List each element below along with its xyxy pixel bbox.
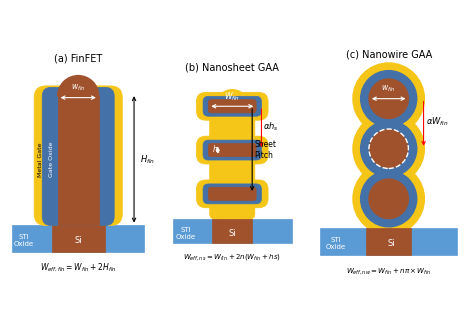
- Circle shape: [369, 179, 409, 218]
- Bar: [52, 225, 105, 252]
- Circle shape: [352, 112, 425, 185]
- Bar: [173, 219, 292, 243]
- Text: $W_{eff,ns} = W_{fin} + 2n(W_{fin} + hs)$: $W_{eff,ns} = W_{fin} + 2n(W_{fin} + hs)…: [183, 252, 281, 262]
- FancyBboxPatch shape: [203, 184, 262, 204]
- Bar: [12, 225, 144, 252]
- Title: (b) Nanosheet GAA: (b) Nanosheet GAA: [185, 62, 279, 72]
- Text: Metal Gate: Metal Gate: [38, 142, 43, 177]
- Circle shape: [215, 133, 249, 167]
- Text: STI
Oxide: STI Oxide: [14, 234, 34, 247]
- Text: STI
Oxide: STI Oxide: [326, 237, 346, 250]
- Text: $h_s$: $h_s$: [212, 144, 222, 156]
- FancyBboxPatch shape: [196, 92, 268, 120]
- FancyBboxPatch shape: [42, 87, 114, 225]
- Circle shape: [215, 89, 249, 124]
- Text: $\alpha W_{fin}$: $\alpha W_{fin}$: [426, 116, 449, 128]
- FancyBboxPatch shape: [203, 140, 262, 160]
- Circle shape: [352, 162, 425, 235]
- Title: (c) Nanowire GAA: (c) Nanowire GAA: [346, 50, 432, 60]
- Text: Gate Oxide: Gate Oxide: [49, 142, 54, 177]
- Text: $w_{fin}$: $w_{fin}$: [382, 84, 396, 94]
- FancyBboxPatch shape: [209, 143, 256, 157]
- Circle shape: [215, 177, 249, 211]
- Circle shape: [369, 129, 409, 168]
- Circle shape: [369, 79, 409, 119]
- FancyBboxPatch shape: [209, 100, 256, 113]
- Bar: [366, 228, 411, 255]
- Text: $w_{fin}$: $w_{fin}$: [71, 83, 85, 93]
- Circle shape: [361, 171, 417, 227]
- Circle shape: [361, 71, 417, 127]
- Text: $W_{eff,fin} = W_{fin} + 2H_{fin}$: $W_{eff,fin} = W_{fin} + 2H_{fin}$: [40, 262, 117, 275]
- FancyBboxPatch shape: [366, 84, 411, 228]
- FancyBboxPatch shape: [209, 187, 256, 201]
- Wedge shape: [58, 76, 99, 96]
- Text: $W_{fin}$: $W_{fin}$: [224, 90, 240, 103]
- Text: $H_{fin}$: $H_{fin}$: [140, 153, 155, 166]
- Text: Si: Si: [388, 239, 395, 248]
- Text: STI
Oxide: STI Oxide: [176, 226, 196, 239]
- Text: Sheet
Pitch: Sheet Pitch: [254, 140, 276, 160]
- Bar: [320, 228, 457, 255]
- Text: Si: Si: [228, 228, 236, 237]
- FancyBboxPatch shape: [203, 96, 262, 116]
- FancyBboxPatch shape: [196, 180, 268, 208]
- Circle shape: [361, 121, 417, 177]
- Circle shape: [352, 62, 425, 135]
- Text: $\alpha h_s$: $\alpha h_s$: [264, 121, 279, 133]
- Bar: [58, 96, 99, 225]
- FancyBboxPatch shape: [212, 93, 252, 219]
- FancyBboxPatch shape: [210, 93, 255, 219]
- Bar: [212, 219, 252, 243]
- FancyBboxPatch shape: [196, 136, 268, 164]
- Text: Si: Si: [74, 236, 82, 245]
- FancyBboxPatch shape: [34, 86, 122, 225]
- Text: $W_{eff,nw} = W_{fin} + n\pi \times W_{fin}$: $W_{eff,nw} = W_{fin} + n\pi \times W_{f…: [346, 266, 431, 276]
- Title: (a) FinFET: (a) FinFET: [54, 53, 102, 63]
